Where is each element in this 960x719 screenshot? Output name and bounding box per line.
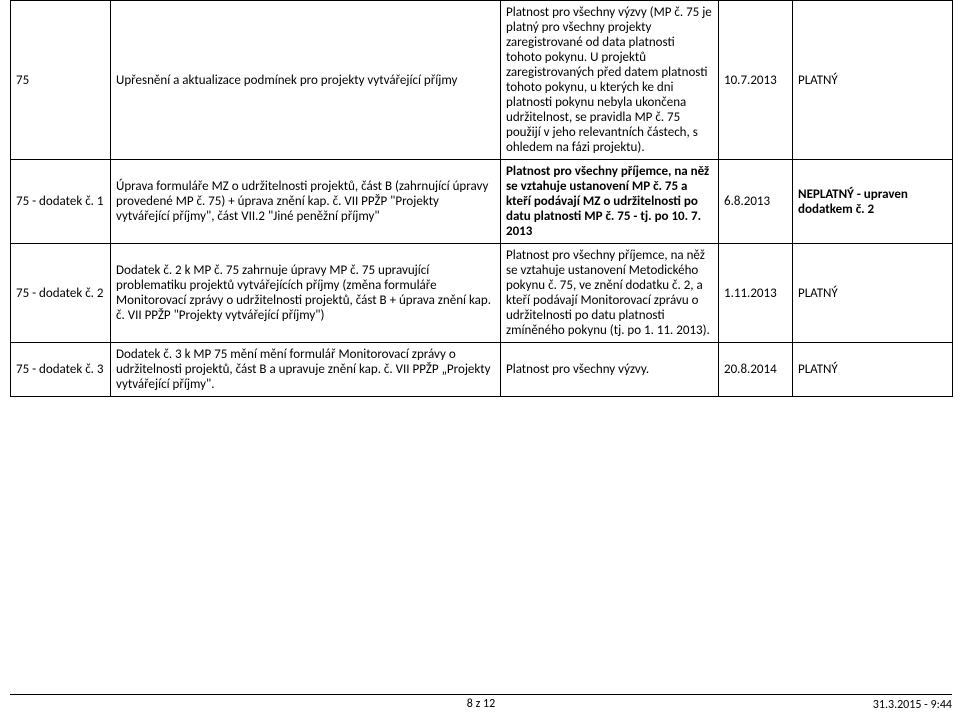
cell-validity: Platnost pro všechny příjemce, na něž se… (501, 160, 719, 244)
cell-validity: Platnost pro všechny výzvy (MP č. 75 je … (501, 1, 719, 160)
table-row: 75 Upřesnění a aktualizace podmínek pro … (11, 1, 953, 160)
document-page: 75 Upřesnění a aktualizace podmínek pro … (0, 0, 960, 719)
cell-description: Úprava formuláře MZ o udržitelnosti proj… (111, 160, 501, 244)
cell-status: NEPLATNÝ - upraven dodatkem č. 2 (793, 160, 953, 244)
cell-status: PLATNÝ (793, 244, 953, 343)
table-row: 75 - dodatek č. 1 Úprava formuláře MZ o … (11, 160, 953, 244)
cell-status: PLATNÝ (793, 1, 953, 160)
cell-date: 6.8.2013 (719, 160, 793, 244)
footer-separator (10, 694, 952, 695)
cell-id: 75 (11, 1, 111, 160)
cell-description: Dodatek č. 3 k MP 75 mění mění formulář … (111, 343, 501, 397)
cell-description: Upřesnění a aktualizace podmínek pro pro… (111, 1, 501, 160)
cell-date: 20.8.2014 (719, 343, 793, 397)
cell-date: 1.11.2013 (719, 244, 793, 343)
cell-date: 10.7.2013 (719, 1, 793, 160)
cell-id: 75 - dodatek č. 2 (11, 244, 111, 343)
cell-validity: Platnost pro všechny příjemce, na něž se… (501, 244, 719, 343)
cell-id: 75 - dodatek č. 1 (11, 160, 111, 244)
table-row: 75 - dodatek č. 3 Dodatek č. 3 k MP 75 m… (11, 343, 953, 397)
page-footer: 8 z 12 31.3.2015 - 9:44 (10, 694, 952, 711)
cell-description: Dodatek č. 2 k MP č. 75 zahrnuje úpravy … (111, 244, 501, 343)
data-table: 75 Upřesnění a aktualizace podmínek pro … (10, 0, 953, 397)
table-body: 75 Upřesnění a aktualizace podmínek pro … (11, 1, 953, 397)
page-number: 8 z 12 (10, 697, 952, 711)
page-timestamp: 31.3.2015 - 9:44 (873, 698, 952, 712)
table-row: 75 - dodatek č. 2 Dodatek č. 2 k MP č. 7… (11, 244, 953, 343)
cell-id: 75 - dodatek č. 3 (11, 343, 111, 397)
cell-status: PLATNÝ (793, 343, 953, 397)
cell-validity: Platnost pro všechny výzvy. (501, 343, 719, 397)
